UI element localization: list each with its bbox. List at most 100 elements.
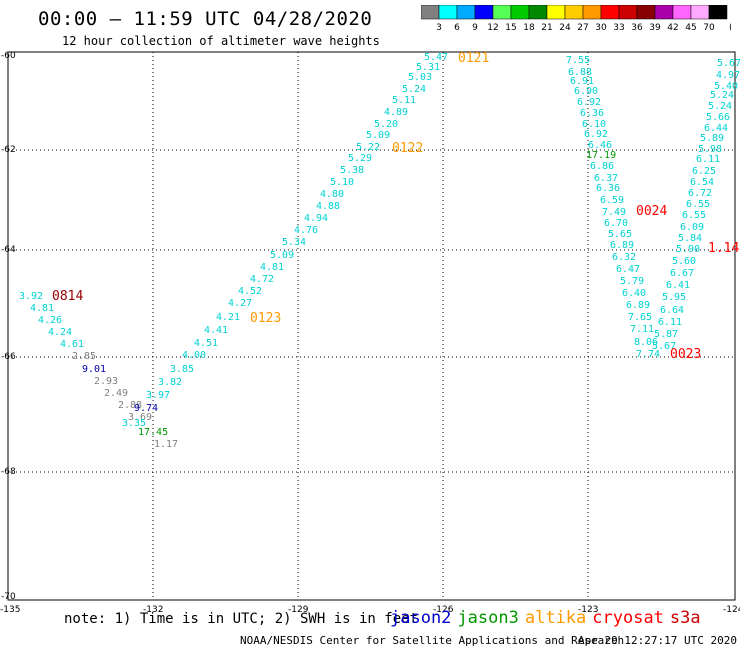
- wave-height-value: 6.89: [610, 240, 634, 251]
- colorbar-tick-label: 12: [487, 23, 498, 33]
- longitude-label: -132: [143, 605, 163, 615]
- wave-height-value: 3.92: [19, 291, 43, 302]
- wave-height-value: 6.47: [616, 264, 640, 275]
- wave-height-value: 5.60: [672, 256, 696, 267]
- wave-height-value: 4.41: [204, 325, 228, 336]
- wave-height-value: 6.72: [688, 188, 712, 199]
- wave-height-value: 5.67: [717, 58, 740, 69]
- wave-height-value: 4.51: [194, 338, 218, 349]
- wave-height-value: 6.44: [704, 123, 728, 134]
- latitude-label: -60: [1, 51, 16, 61]
- wave-height-value: 3.82: [158, 377, 182, 388]
- wave-height-value: 4.81: [30, 303, 54, 314]
- latitude-label: -68: [1, 467, 16, 477]
- wave-height-value: 7.11: [630, 324, 654, 335]
- colorbar-tick-label: 42: [667, 23, 678, 33]
- wave-height-value: 5.11: [392, 95, 416, 106]
- wave-height-value: 4.24: [48, 327, 72, 338]
- page-title: 00:00 – 11:59 UTC 04/28/2020: [38, 8, 373, 30]
- colorbar-tick-label: 30: [595, 23, 607, 33]
- wave-height-value: 5.87: [654, 329, 678, 340]
- wave-height-value: 5.95: [662, 292, 686, 303]
- wave-height-value: 7.74: [636, 349, 660, 360]
- wave-height-value: 5.09: [270, 250, 294, 261]
- wave-height-value: 17.19: [586, 150, 616, 161]
- pass-time-label: 0122: [392, 141, 423, 156]
- wave-height-value: 5.98: [698, 144, 722, 155]
- colorbar-tick-label: 21: [541, 23, 552, 33]
- wave-height-value: 5.10: [330, 177, 354, 188]
- wave-height-value: 6.40: [622, 288, 646, 299]
- longitude-label: -129: [288, 605, 309, 615]
- wave-height-value: 5.22: [356, 142, 380, 153]
- colorbar-tick-label: 3: [436, 23, 442, 33]
- wave-height-value: 4.88: [316, 201, 340, 212]
- wave-height-value: 6.88: [568, 67, 592, 78]
- wave-height-value: 4.80: [320, 189, 344, 200]
- wave-height-value: 5.29: [348, 153, 372, 164]
- longitude-label: -135: [0, 605, 20, 615]
- wave-height-value: 6.54: [690, 177, 714, 188]
- wave-height-value: 5.67: [652, 341, 676, 352]
- colorbar-tick-label: 9: [472, 23, 478, 33]
- longitude-label: -123: [578, 605, 598, 615]
- wave-height-value: 4.89: [384, 107, 408, 118]
- pass-time-label: 0024: [636, 204, 667, 219]
- wave-height-value: 5.66: [706, 112, 730, 123]
- pass-time-label: 1.144: [708, 241, 740, 256]
- wave-height-value: 2.93: [94, 376, 118, 387]
- longitude-label: -124: [723, 605, 740, 615]
- colorbar-tick-label: 15: [505, 23, 516, 33]
- wave-height-value: 8.06: [634, 337, 658, 348]
- wave-height-value: 2.49: [104, 388, 128, 399]
- legend-item-jason2: jason2: [390, 608, 452, 628]
- wave-height-value: 6.32: [612, 252, 636, 263]
- wave-height-value: 4.61: [60, 339, 84, 350]
- wave-height-value: 6.86: [590, 161, 614, 172]
- colorbar-swatch: [708, 5, 728, 20]
- wave-height-value: 2.88: [118, 400, 142, 411]
- page-subtitle: 12 hour collection of altimeter wave hei…: [62, 34, 380, 48]
- colorbar-tick-label: 36: [631, 23, 643, 33]
- wave-height-value: 5.24: [402, 84, 426, 95]
- wave-height-value: 9.74: [134, 403, 158, 414]
- wave-height-value: 5.40: [714, 81, 738, 92]
- wave-height-value: 4.97: [716, 70, 740, 81]
- footnote: note: 1) Time is in UTC; 2) SWH is in fe…: [64, 611, 419, 627]
- colorbar-tick-label: 27: [577, 23, 588, 33]
- wave-height-value: 7.49: [602, 207, 626, 218]
- wave-height-value: 5.84: [678, 233, 702, 244]
- wave-height-value: 6.67: [670, 268, 694, 279]
- wave-height-value: 5.90: [676, 244, 700, 255]
- latitude-label: -70: [1, 592, 16, 602]
- wave-height-value: 6.10: [582, 119, 606, 130]
- wave-height-value: 2.85: [72, 351, 96, 362]
- wave-height-value: 5.79: [620, 276, 644, 287]
- longitude-label: -126: [433, 605, 454, 615]
- wave-height-value: 4.72: [250, 274, 274, 285]
- credit-line: NOAA/NESDIS Center for Satellite Applica…: [240, 634, 625, 647]
- generation-timestamp: Apr 29 12:27:17 UTC 2020: [578, 634, 737, 647]
- legend-item-jason3: jason3: [457, 608, 519, 628]
- wave-height-value: 5.38: [340, 165, 364, 176]
- colorbar-tick-label: 33: [613, 23, 624, 33]
- wave-height-value: 7.55: [566, 55, 590, 66]
- wave-height-value: 6.37: [594, 173, 618, 184]
- wave-height-value: 3.35: [122, 418, 146, 429]
- wave-height-value: 6.59: [600, 195, 624, 206]
- wave-height-value: 6.41: [666, 280, 690, 291]
- pass-time-label: 0121: [458, 51, 489, 66]
- wave-height-value: 5.31: [416, 62, 440, 73]
- wave-height-value: 5.89: [700, 133, 724, 144]
- colorbar-unit: (ft): [729, 23, 731, 33]
- wave-height-value: 1.17: [154, 439, 178, 450]
- colorbar-tick-label: 45: [685, 23, 696, 33]
- latitude-label: -64: [1, 245, 16, 255]
- map-frame: [7, 51, 736, 601]
- wave-height-value: 5.34: [282, 237, 306, 248]
- wave-height-value: 5.20: [374, 119, 398, 130]
- wave-height-value: 5.47: [424, 52, 448, 63]
- latitude-label: -62: [1, 145, 16, 155]
- wave-height-value: 5.09: [366, 130, 390, 141]
